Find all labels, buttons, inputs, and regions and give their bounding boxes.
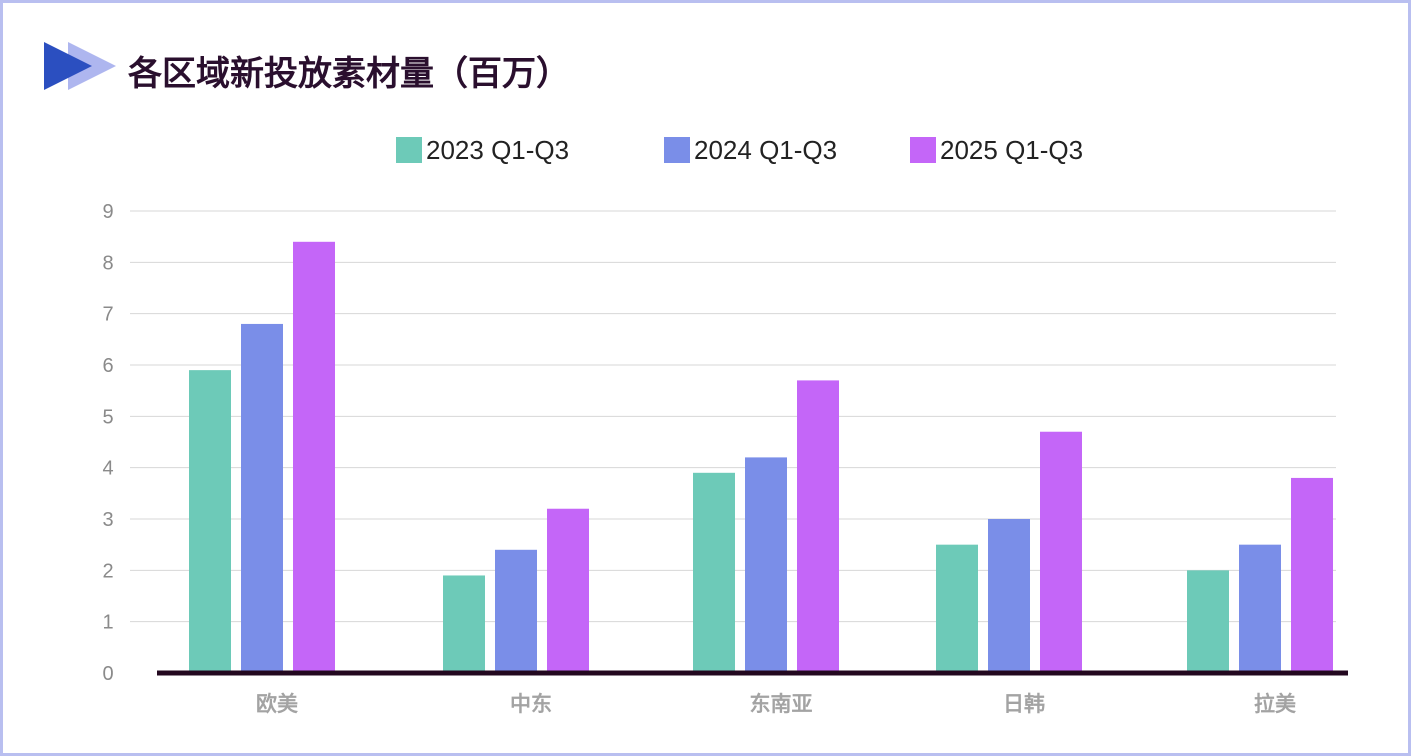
legend-label-2023: 2023 Q1-Q3 (426, 134, 570, 165)
legend-label-2025: 2025 Q1-Q3 (940, 134, 1084, 165)
chart-title: 各区域新投放素材量（百万） (128, 54, 570, 94)
y-tick-label-0: 0 (102, 663, 113, 685)
legend-label-2024: 2024 Q1-Q3 (694, 134, 838, 165)
y-tick-label-5: 5 (102, 406, 113, 428)
double-arrow-icon (44, 42, 116, 90)
bar-欧美-2025 (293, 241, 335, 674)
bar-日韩-2024 (988, 519, 1030, 673)
bar-中东-2023 (443, 575, 485, 673)
y-tick-label-7: 7 (102, 304, 113, 326)
bar-日韩-2023 (936, 544, 978, 673)
y-tick-label-1: 1 (102, 612, 113, 634)
y-tick-label-4: 4 (102, 458, 113, 480)
bar-东南亚-2023 (693, 472, 735, 673)
legend-item-2024: 2024 Q1-Q3 (664, 132, 837, 168)
y-tick-label-6: 6 (102, 355, 113, 377)
bar-欧美-2024 (241, 323, 283, 673)
bar-东南亚-2025 (797, 380, 839, 673)
y-tick-label-9: 9 (102, 201, 113, 223)
bar-拉美-2025 (1291, 477, 1333, 673)
legend-swatch-2023 (396, 137, 422, 163)
legend: 2023 Q1-Q3 2024 Q1-Q3 2025 Q1-Q3 (0, 132, 1411, 168)
legend-swatch-2025 (910, 137, 936, 163)
x-category-label: 拉美 (1254, 692, 1296, 716)
x-category-label: 日韩 (1003, 692, 1045, 716)
x-category-label: 欧美 (256, 692, 298, 716)
bar-中东-2024 (495, 549, 537, 673)
legend-swatch-2024 (664, 137, 690, 163)
legend-item-2025: 2025 Q1-Q3 (910, 132, 1083, 168)
bar-拉美-2023 (1187, 570, 1229, 673)
x-category-label: 中东 (510, 692, 552, 716)
bar-日韩-2025 (1040, 431, 1082, 673)
bar-拉美-2024 (1239, 544, 1281, 673)
y-tick-label-3: 3 (102, 509, 113, 531)
bar-欧美-2023 (189, 370, 231, 673)
x-category-label: 东南亚 (750, 692, 813, 716)
bar-中东-2025 (547, 508, 589, 673)
y-tick-label-2: 2 (102, 560, 113, 582)
legend-item-2023: 2023 Q1-Q3 (396, 132, 569, 168)
y-tick-label-8: 8 (102, 252, 113, 274)
bar-东南亚-2024 (745, 457, 787, 673)
